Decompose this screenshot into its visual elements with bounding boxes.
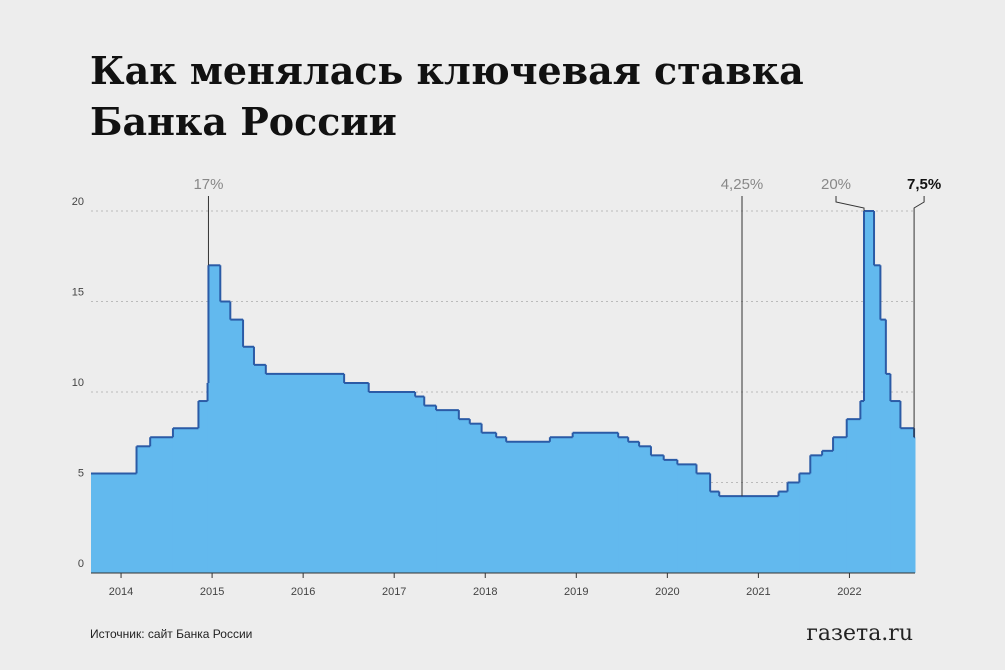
annotation-line	[835, 196, 865, 211]
area-step	[628, 441, 640, 573]
area-step	[650, 455, 665, 573]
area-step	[874, 265, 881, 573]
area-step	[880, 319, 887, 573]
area-step	[618, 437, 629, 573]
x-tick-label: 2017	[382, 586, 406, 598]
area-step	[198, 401, 209, 573]
area-step	[207, 382, 209, 573]
area-step	[890, 401, 901, 573]
area-step	[458, 419, 471, 573]
area-step	[172, 428, 199, 573]
x-tick-label: 2021	[746, 586, 770, 598]
area-step	[799, 473, 811, 573]
y-tick-label: 10	[72, 377, 84, 389]
area-step	[150, 437, 174, 573]
area-step	[639, 446, 652, 573]
annotation-label: 20%	[821, 176, 851, 193]
area-step	[469, 423, 483, 573]
area-step	[136, 446, 151, 573]
area-step	[860, 401, 865, 573]
area-step	[424, 405, 437, 573]
area-step	[368, 392, 416, 573]
area-step	[91, 473, 138, 573]
y-tick-label: 20	[72, 196, 84, 208]
area-step	[344, 382, 370, 573]
area-step	[822, 450, 834, 573]
area-step	[914, 437, 916, 573]
x-tick-label: 2014	[109, 586, 133, 598]
annotation-label: 7,5%	[907, 176, 941, 193]
area-step	[208, 265, 221, 573]
x-tick-label: 2020	[655, 586, 679, 598]
area-step	[265, 373, 345, 573]
area-step	[677, 464, 697, 573]
area-step	[243, 346, 255, 573]
area-step	[864, 211, 875, 573]
x-tick-label: 2022	[837, 586, 861, 598]
logo: газета.ru	[806, 621, 913, 646]
area-step	[220, 301, 231, 573]
area-step	[787, 482, 800, 573]
area-step	[253, 364, 267, 573]
area-step	[810, 455, 823, 573]
x-tick-label: 2016	[291, 586, 315, 598]
area-step	[778, 491, 789, 573]
y-tick-label: 5	[78, 468, 84, 480]
chart-title: Как менялась ключевая ставка	[90, 48, 804, 93]
x-tick-label: 2015	[200, 586, 224, 598]
chart-subtitle: Банка России	[90, 99, 397, 144]
area-step	[663, 459, 678, 573]
y-tick-label: 0	[78, 558, 84, 570]
area-step	[710, 491, 720, 573]
annotation-label: 4,25%	[721, 176, 764, 193]
area-step	[549, 437, 574, 573]
area-step	[696, 473, 711, 573]
area-step	[885, 373, 891, 573]
area-step	[415, 396, 425, 573]
area-step	[481, 432, 497, 573]
area-step	[506, 441, 551, 573]
y-tick-label: 15	[72, 287, 84, 299]
source: Источник: сайт Банка России	[90, 627, 252, 641]
x-tick-label: 2019	[564, 586, 588, 598]
x-tick-label: 2018	[473, 586, 497, 598]
area-step	[230, 319, 244, 573]
area-step	[833, 437, 848, 573]
area-step	[846, 419, 861, 573]
area-step	[572, 432, 619, 573]
area-step	[900, 428, 915, 573]
area-step	[496, 437, 507, 573]
annotation-line	[913, 196, 925, 438]
area-step	[436, 410, 460, 573]
area-step	[719, 496, 779, 573]
annotation-label: 17%	[193, 176, 223, 193]
